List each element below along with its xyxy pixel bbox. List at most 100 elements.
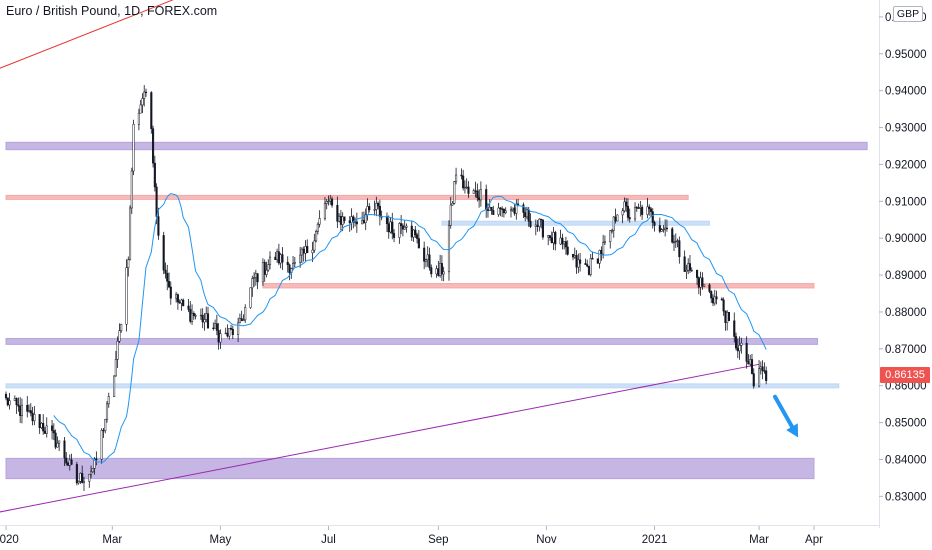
- candle-body: [242, 319, 245, 322]
- candle-body: [763, 370, 766, 372]
- candle-body: [19, 405, 22, 416]
- candle-body: [685, 269, 688, 272]
- candle-body: [696, 269, 699, 278]
- candle-body: [292, 262, 295, 269]
- candle-body: [447, 224, 451, 273]
- candle-body: [727, 311, 730, 321]
- candle-body: [400, 223, 403, 226]
- candle-body: [449, 204, 452, 226]
- y-tick-label: 0.95000: [885, 49, 927, 61]
- candle-body: [708, 284, 711, 292]
- candle-body: [765, 370, 768, 381]
- candle-body: [95, 458, 98, 461]
- candle-body: [621, 210, 624, 216]
- candle-body: [182, 299, 185, 307]
- candle-body: [603, 241, 606, 243]
- candle-body: [522, 204, 525, 213]
- candle-body: [355, 221, 358, 225]
- candle-body: [26, 404, 29, 412]
- candle-body: [276, 251, 279, 261]
- candle-body: [153, 162, 156, 188]
- candle-body: [339, 216, 342, 225]
- candle-body: [600, 250, 603, 255]
- candle-body: [628, 217, 631, 220]
- candle-body: [478, 197, 481, 201]
- candle-body: [70, 459, 73, 465]
- candle-body: [609, 230, 612, 243]
- price-axis[interactable]: 0.83000 0.84000 0.85000 0.86000 0.87000 0.880…: [879, 12, 927, 503]
- candle-body: [299, 254, 302, 263]
- candle-body: [701, 277, 704, 287]
- candle-body: [29, 410, 32, 414]
- candle-body: [281, 254, 284, 263]
- candle-body: [164, 269, 167, 274]
- candle-body: [713, 296, 716, 304]
- candle-body: [102, 429, 105, 432]
- candle-body: [639, 206, 642, 209]
- candle-body: [577, 259, 580, 268]
- candle-body: [38, 414, 41, 428]
- x-tick-label: Nov: [536, 534, 557, 546]
- candle-body: [586, 264, 589, 267]
- candle-body: [579, 259, 582, 264]
- candle-body: [330, 198, 334, 206]
- candle-body: [534, 224, 537, 227]
- candle-body: [267, 264, 270, 271]
- candle-body: [410, 225, 413, 238]
- candle-body: [646, 206, 649, 215]
- candle-body: [348, 220, 351, 223]
- candle-body: [440, 263, 443, 275]
- candle-body: [387, 223, 390, 233]
- candle-body: [63, 440, 66, 459]
- candle-body: [403, 227, 406, 230]
- candle-body: [244, 307, 247, 321]
- candle-body: [747, 361, 750, 365]
- candle-body: [68, 459, 71, 466]
- candle-body: [393, 233, 396, 238]
- currency-badge[interactable]: GBP: [893, 6, 923, 22]
- candle-body: [33, 414, 36, 422]
- candle-body: [100, 429, 103, 460]
- candle-body: [699, 277, 702, 288]
- candle-body: [42, 423, 45, 432]
- candle-body: [625, 201, 628, 207]
- y-tick-label: 0.88000: [885, 307, 927, 319]
- candle-body: [251, 278, 254, 289]
- candle-body: [614, 216, 617, 222]
- candle-body: [311, 249, 314, 254]
- y-tick-label: 0.86000: [885, 381, 927, 393]
- candle-body: [231, 328, 234, 335]
- candle-body: [82, 481, 86, 483]
- y-tick-label: 0.90000: [885, 233, 927, 245]
- time-axis[interactable]: 2020 Mar May Jul Sep Nov 2021 Mar Apr: [0, 526, 823, 546]
- trendline-layer: [0, 0, 760, 513]
- candle-body: [362, 220, 365, 224]
- candle-body: [472, 190, 475, 194]
- candle-body: [325, 201, 328, 204]
- candle-body: [467, 186, 470, 194]
- zone-blue-5: [5, 383, 840, 389]
- candle-body: [550, 237, 553, 244]
- candle-body: [711, 297, 715, 304]
- candle-body: [460, 174, 463, 177]
- candle-body: [20, 404, 23, 416]
- candle-body: [501, 208, 504, 210]
- forecast-arrow-shaft: [773, 394, 796, 431]
- candle-body: [596, 258, 599, 264]
- candle-body: [189, 309, 192, 322]
- candle-body: [191, 313, 194, 322]
- candle-body: [426, 254, 429, 260]
- candle-body: [323, 203, 326, 219]
- y-tick-label: 0.84000: [885, 454, 927, 466]
- candle-body: [587, 265, 591, 275]
- candle-body: [736, 347, 739, 352]
- chart-title: Euro / British Pound, 1D, FOREX.com: [6, 4, 218, 18]
- candle-body: [451, 203, 454, 206]
- candle-body: [329, 198, 332, 202]
- candle-body: [573, 255, 576, 258]
- candle-body: [139, 104, 142, 114]
- candle-body: [563, 241, 566, 245]
- candles-layer: [4, 85, 768, 492]
- candle-body: [279, 254, 282, 264]
